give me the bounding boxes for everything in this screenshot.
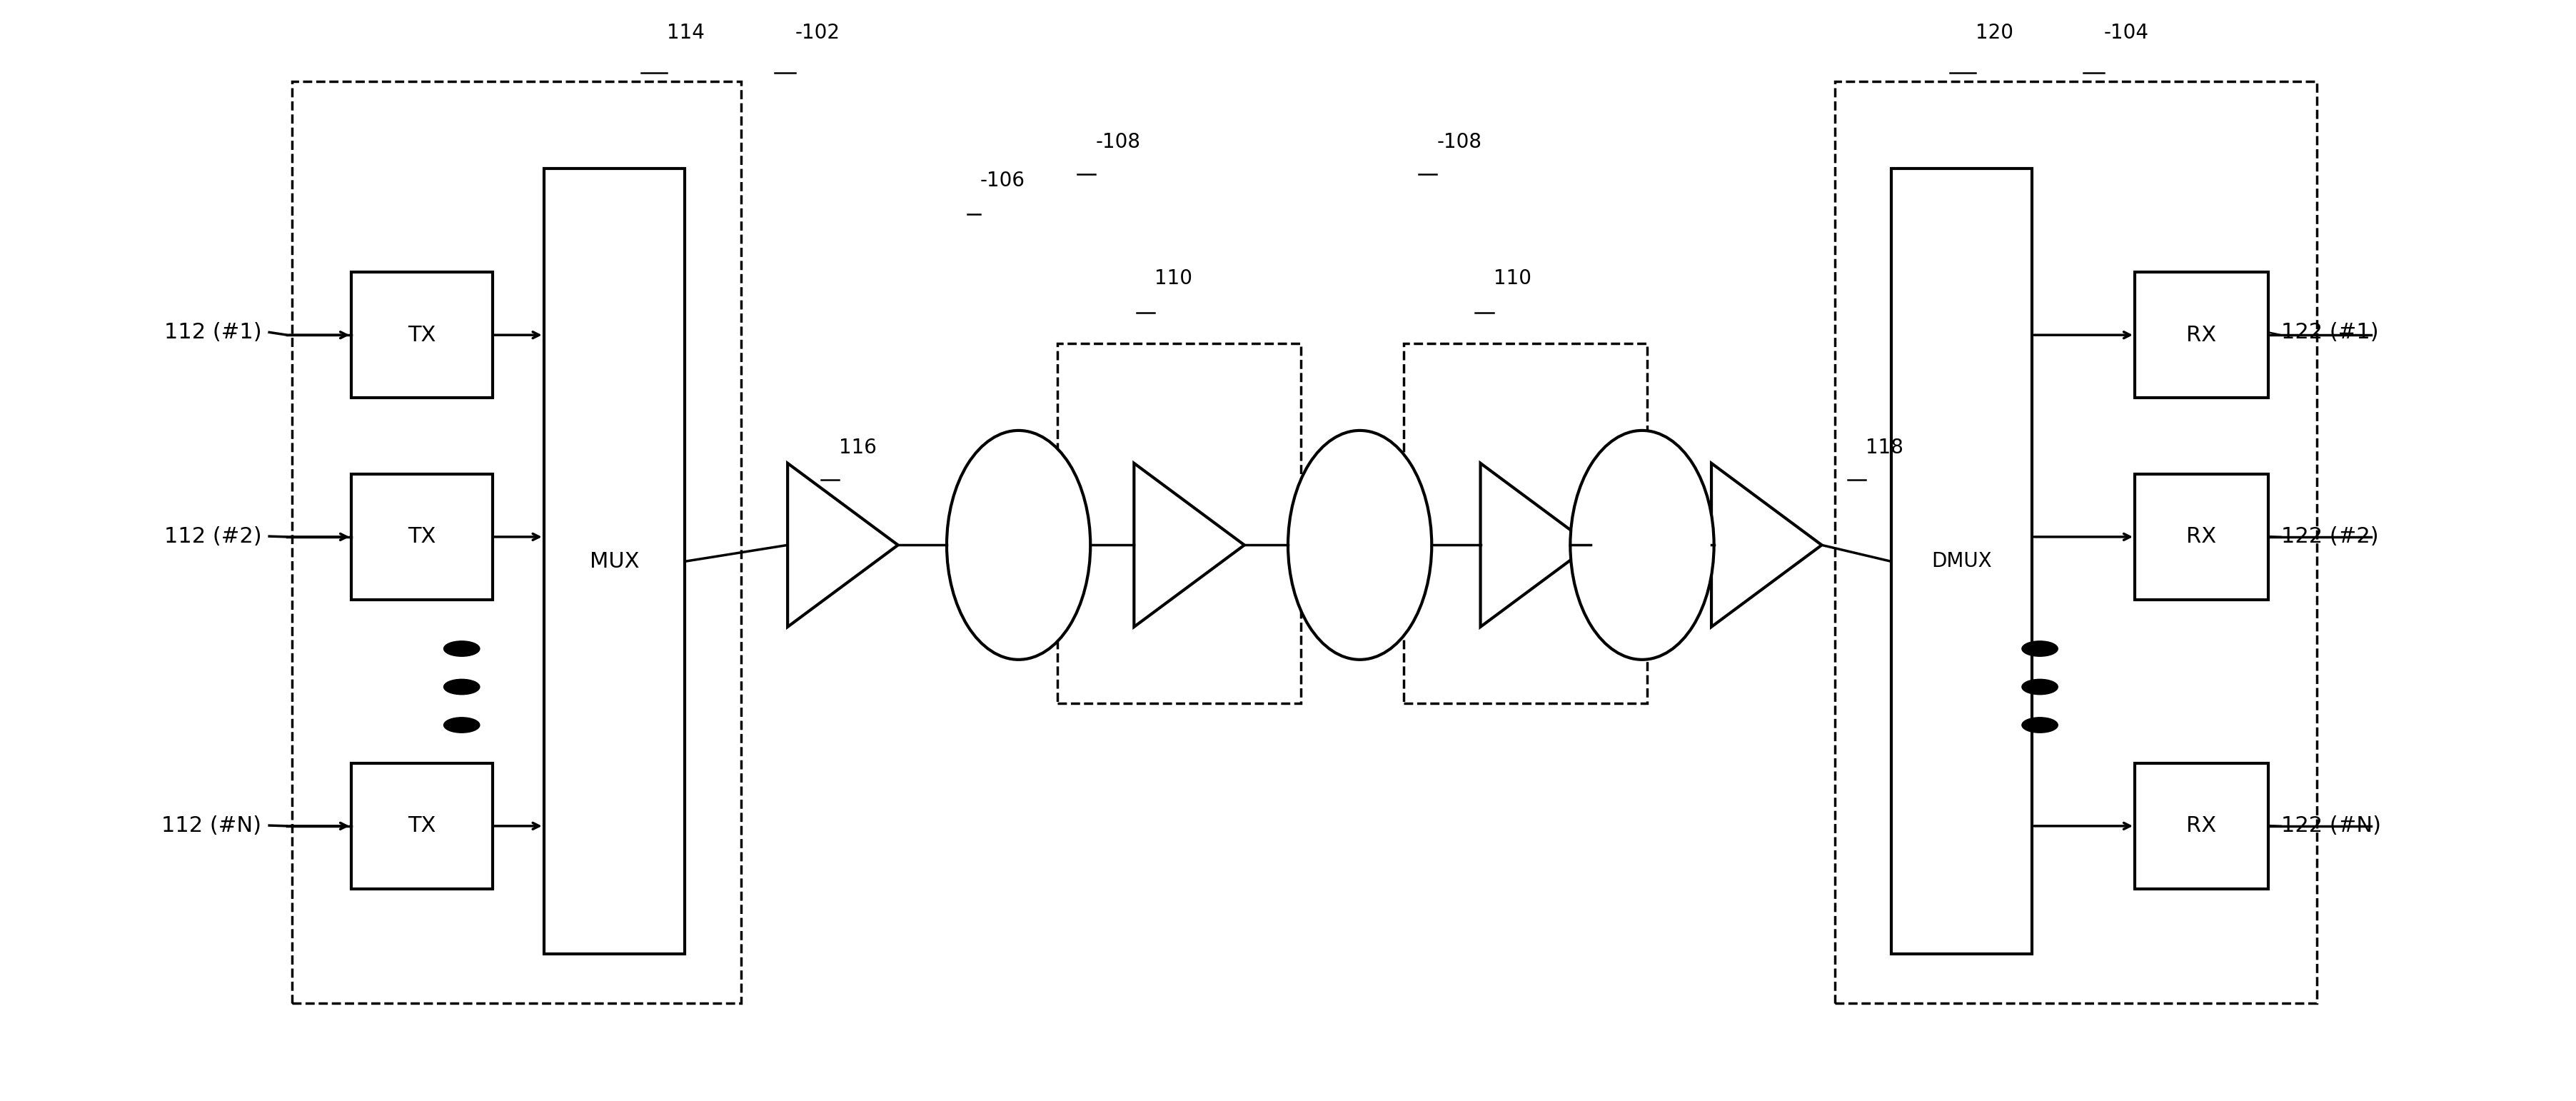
Text: 120: 120: [1976, 23, 2014, 43]
Text: TX: TX: [407, 325, 435, 346]
Text: 114: 114: [667, 23, 706, 43]
Text: 122 (#2): 122 (#2): [2282, 526, 2378, 547]
Polygon shape: [1710, 464, 1821, 626]
Polygon shape: [1481, 464, 1592, 626]
Bar: [2136, 475, 2269, 600]
Bar: [544, 168, 685, 955]
Text: -108: -108: [1095, 132, 1141, 152]
Bar: [2136, 763, 2269, 889]
Circle shape: [2022, 641, 2058, 656]
Text: 116: 116: [840, 438, 876, 458]
Text: -106: -106: [979, 171, 1025, 190]
Text: RX: RX: [2187, 325, 2215, 346]
Text: 122 (#1): 122 (#1): [2282, 321, 2378, 342]
Bar: [1404, 344, 1646, 704]
Text: 110: 110: [1154, 269, 1193, 288]
Text: 112 (#1): 112 (#1): [165, 321, 263, 342]
Bar: [1834, 81, 2316, 1003]
Text: 122 (#N): 122 (#N): [2282, 815, 2380, 836]
Text: -102: -102: [796, 23, 840, 43]
Circle shape: [2022, 679, 2058, 695]
Circle shape: [443, 718, 479, 732]
Text: DMUX: DMUX: [1932, 552, 1991, 571]
Text: RX: RX: [2187, 526, 2215, 547]
Text: -108: -108: [1437, 132, 1481, 152]
Bar: [350, 763, 492, 889]
Text: 112 (#N): 112 (#N): [162, 815, 263, 836]
Bar: [291, 81, 742, 1003]
Text: TX: TX: [407, 526, 435, 547]
Circle shape: [443, 641, 479, 656]
Text: TX: TX: [407, 816, 435, 837]
Circle shape: [443, 679, 479, 695]
Text: 110: 110: [1494, 269, 1530, 288]
Ellipse shape: [1288, 430, 1432, 659]
Bar: [350, 272, 492, 397]
Bar: [350, 475, 492, 600]
Ellipse shape: [1571, 430, 1713, 659]
Text: -104: -104: [2105, 23, 2148, 43]
Polygon shape: [1133, 464, 1244, 626]
Polygon shape: [788, 464, 899, 626]
Bar: [1891, 168, 2032, 955]
Text: RX: RX: [2187, 816, 2215, 837]
Text: 118: 118: [1865, 438, 1904, 458]
Text: 112 (#2): 112 (#2): [165, 526, 263, 547]
Circle shape: [2022, 718, 2058, 732]
Ellipse shape: [948, 430, 1090, 659]
Text: MUX: MUX: [590, 552, 639, 571]
Bar: [2136, 272, 2269, 397]
Bar: [1056, 344, 1301, 704]
